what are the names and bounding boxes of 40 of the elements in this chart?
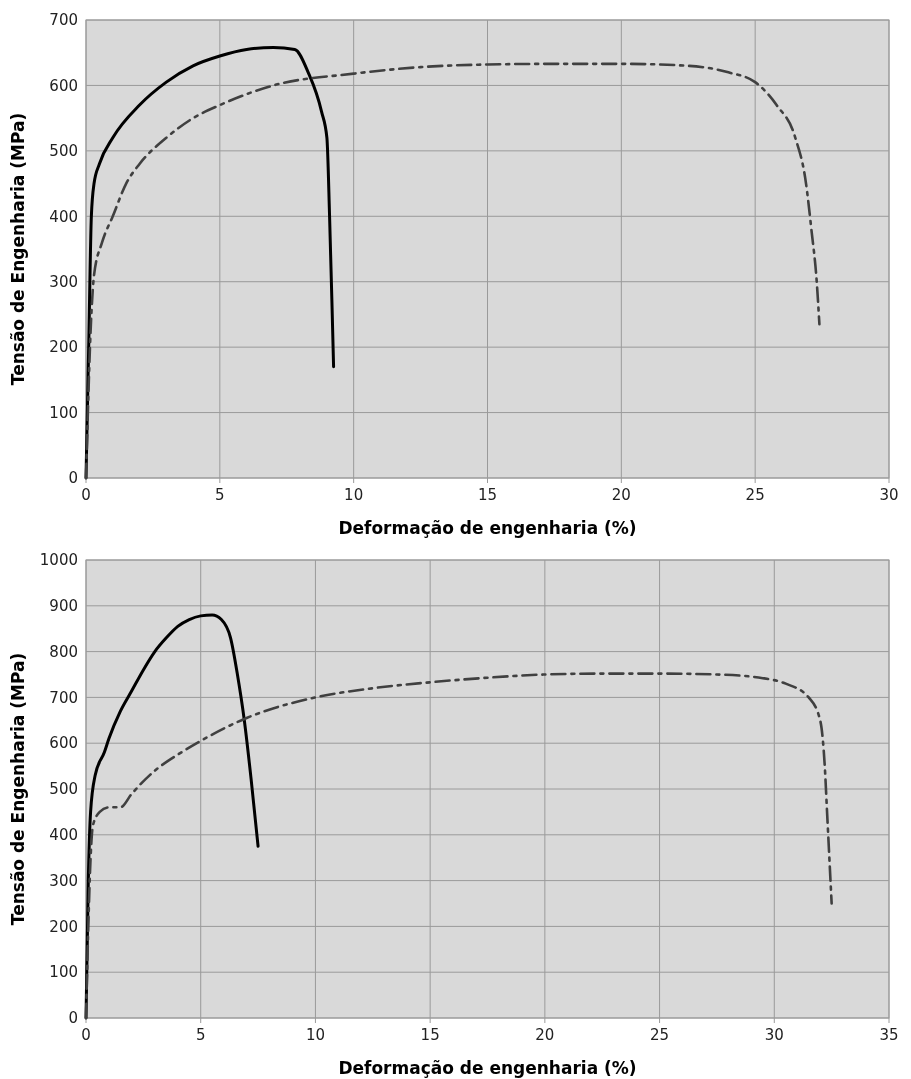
y-tick-label: 500: [49, 142, 78, 161]
y-tick-label: 600: [49, 76, 78, 95]
y-tick-label: 800: [49, 642, 78, 661]
x-tick-label: 5: [215, 486, 225, 504]
y-tick-label: 100: [49, 403, 78, 422]
x-tick-label: 15: [420, 1026, 440, 1044]
x-tick-label: 10: [344, 486, 364, 504]
x-tick-label: 10: [305, 1026, 325, 1044]
y-tick-label: 300: [49, 272, 78, 291]
y-tick-label: 700: [49, 11, 78, 30]
y-axis-title: Tensão de Engenharia (MPa): [7, 112, 28, 386]
x-axis-title: Deformação de engenharia (%): [338, 518, 637, 538]
y-tick-label: 0: [68, 1009, 78, 1028]
x-tick-label: 30: [764, 1026, 784, 1044]
y-tick-label: 300: [49, 871, 78, 890]
y-tick-label: 200: [49, 917, 78, 936]
x-tick-label: 35: [879, 1026, 899, 1044]
y-tick-label: 600: [49, 734, 78, 753]
x-tick-label: 0: [81, 486, 91, 504]
line-series: [84, 62, 821, 480]
y-tick-label: 0: [68, 469, 78, 488]
y-tick-label: 400: [49, 826, 78, 845]
x-tick-label: 30: [879, 486, 899, 504]
line-series: [84, 672, 833, 1020]
x-tick-label: 25: [650, 1026, 670, 1044]
y-tick-label: 900: [49, 597, 78, 616]
y-axis-title: Tensão de Engenharia (MPa): [7, 652, 28, 926]
y-tick-label: 1000: [39, 551, 78, 570]
y-tick-label: 500: [49, 780, 78, 799]
y-tick-label: 400: [49, 207, 78, 226]
x-tick-label: 15: [477, 486, 498, 504]
y-tick-label: 100: [49, 963, 78, 982]
x-axis-title: Deformação de engenharia (%): [338, 1058, 637, 1078]
x-tick-label: 0: [81, 1026, 91, 1044]
y-tick-label: 700: [49, 688, 78, 707]
x-tick-label: 5: [195, 1026, 206, 1044]
x-tick-label: 20: [535, 1026, 555, 1044]
x-tick-label: 20: [611, 486, 631, 504]
x-tick-label: 25: [745, 486, 765, 504]
y-tick-label: 200: [49, 338, 78, 357]
